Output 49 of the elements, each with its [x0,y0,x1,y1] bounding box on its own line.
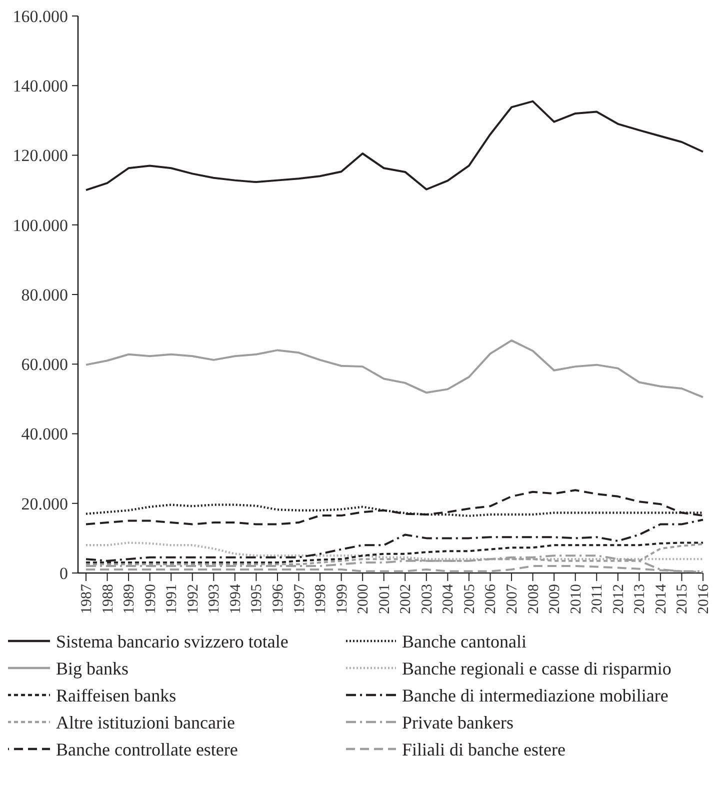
x-tick-label: 2012 [610,584,627,614]
y-tick-label: 140.000 [12,76,68,96]
x-tick-label: 1987 [79,584,95,614]
x-tick-label: 2014 [653,584,670,614]
x-tick-label: 1990 [142,584,159,614]
x-tick-label: 1994 [228,584,244,614]
x-tick-label: 2007 [504,584,521,614]
x-tick-label: 2016 [696,584,712,614]
y-tick-label: 120.000 [12,146,68,166]
x-tick-label: 2004 [440,584,457,614]
legend-label: Banche di intermediazione mobiliare [402,685,668,706]
x-tick-label: 2002 [398,584,414,614]
x-tick-label: 1996 [270,584,286,614]
x-tick-label: 1999 [334,584,350,614]
legend-label: Big banks [56,658,129,678]
x-tick-label: 1991 [164,584,180,614]
x-tick-label: 2005 [462,584,478,614]
x-tick-label: 2010 [568,584,584,614]
x-tick-label: 1992 [185,584,202,614]
y-tick-label: 40.000 [21,424,68,444]
legend-label: Banche controllate estere [56,739,238,760]
x-tick-label: 2003 [419,584,436,614]
legend-label: Banche regionali e casse di risparmio [402,658,672,678]
x-tick-label: 2006 [483,584,500,614]
legend-label: Private bankers [402,712,514,732]
y-tick-label: 20.000 [21,494,68,514]
x-tick-label: 1995 [249,584,266,614]
x-tick-label: 2000 [356,584,372,614]
x-tick-label: 2013 [632,584,648,614]
x-tick-label: 1998 [313,584,330,614]
x-tick-label: 2011 [590,584,606,614]
legend-label: Filiali di banche estere [402,739,566,760]
y-tick-label: 100.000 [12,216,68,235]
x-tick-label: 2009 [547,584,564,614]
y-tick-label: 60.000 [21,355,68,374]
legend-label: Banche cantonali [402,631,526,652]
y-tick-label: 0 [60,564,68,583]
legend-label: Raiffeisen banks [56,685,176,706]
y-tick-label: 80.000 [21,285,68,304]
x-tick-label: 2008 [526,584,542,614]
legend-label: Altre istituzioni bancarie [56,712,235,732]
x-tick-label: 1997 [292,584,308,614]
x-tick-label: 1989 [122,584,138,614]
x-tick-label: 2001 [376,584,393,614]
x-tick-label: 2015 [674,584,691,614]
x-tick-label: 1988 [100,584,116,614]
legend-label: Sistema bancario svizzero totale [56,631,288,652]
y-tick-label: 160.000 [12,6,68,26]
x-tick-label: 1993 [206,584,223,614]
